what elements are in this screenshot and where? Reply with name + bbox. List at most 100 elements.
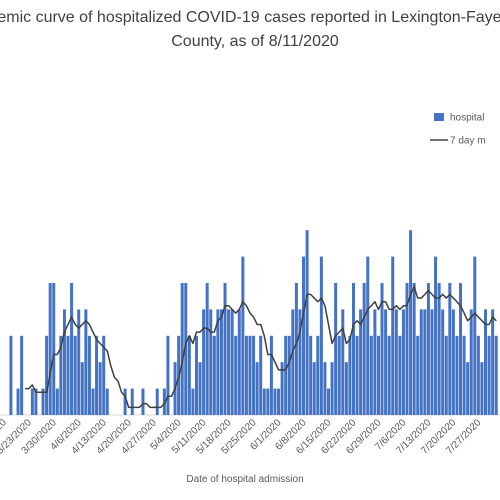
bar [184,283,188,415]
x-axis-title: Date of hospital admission [186,474,303,485]
bar [387,335,391,415]
bar [348,335,352,415]
bar [162,388,166,415]
legend-label: 7 day m [450,136,486,147]
bar [291,309,295,415]
bar [298,309,302,415]
bar [262,388,266,415]
legend-label: hospital [450,113,484,124]
bar [80,362,84,415]
bar [480,362,484,415]
bar [234,335,238,415]
bar [9,335,13,415]
bar [248,335,252,415]
bar [91,388,95,415]
bar [466,362,470,415]
bar [180,283,184,415]
bar [102,335,106,415]
bar [434,256,438,415]
bar [405,283,409,415]
bar [494,335,498,415]
bar [209,309,213,415]
bar [105,388,109,415]
bar [469,309,473,415]
bar [230,309,234,415]
bar [444,335,448,415]
bar [448,283,452,415]
chart-title: demic curve of hospitalized COVID-19 cas… [0,9,500,26]
bar [16,388,20,415]
bar [259,335,263,415]
bar [20,335,24,415]
bar [205,283,209,415]
bar [484,309,488,415]
bar [227,309,231,415]
moving-average-line [25,285,497,409]
bar [459,283,463,415]
bar [252,335,256,415]
bar [98,362,102,415]
bar [419,309,423,415]
bar [55,388,59,415]
bar [487,335,491,415]
bar [412,283,416,415]
bar [330,362,334,415]
bar [216,309,220,415]
bar [344,362,348,415]
bar [351,283,355,415]
bar [255,362,259,415]
bar [401,309,405,415]
bar [394,309,398,415]
bar [309,335,313,415]
bar [52,283,56,415]
bar [376,335,380,415]
bar [59,335,63,415]
bar [244,335,248,415]
bar [266,388,270,415]
bar [141,388,145,415]
bar [426,283,430,415]
bar [219,309,223,415]
bar [441,309,445,415]
bar [476,335,480,415]
bar [123,388,127,415]
bar [369,335,373,415]
bar [269,335,273,415]
bar [191,388,195,415]
bar [302,256,306,415]
bar [223,283,227,415]
bar [280,362,284,415]
bar [62,309,66,415]
bar [380,283,384,415]
bar [84,309,88,415]
bar [87,335,91,415]
bar [294,283,298,415]
bar [187,335,191,415]
bar [70,283,74,415]
bar [48,283,52,415]
bar [166,335,170,415]
bar [337,335,341,415]
bar [287,335,291,415]
bar [366,256,370,415]
bar [355,335,359,415]
bar [373,309,377,415]
bar [398,335,402,415]
bar [409,230,413,415]
bar [212,335,216,415]
bar [66,335,70,415]
bar [323,362,327,415]
bar [30,388,34,415]
bar [430,309,434,415]
bar [316,335,320,415]
bar [194,335,198,415]
bar [77,309,81,415]
bar [491,309,495,415]
bar [462,335,466,415]
bar [341,309,345,415]
bar [155,388,159,415]
bar [41,388,45,415]
bar [384,309,388,415]
